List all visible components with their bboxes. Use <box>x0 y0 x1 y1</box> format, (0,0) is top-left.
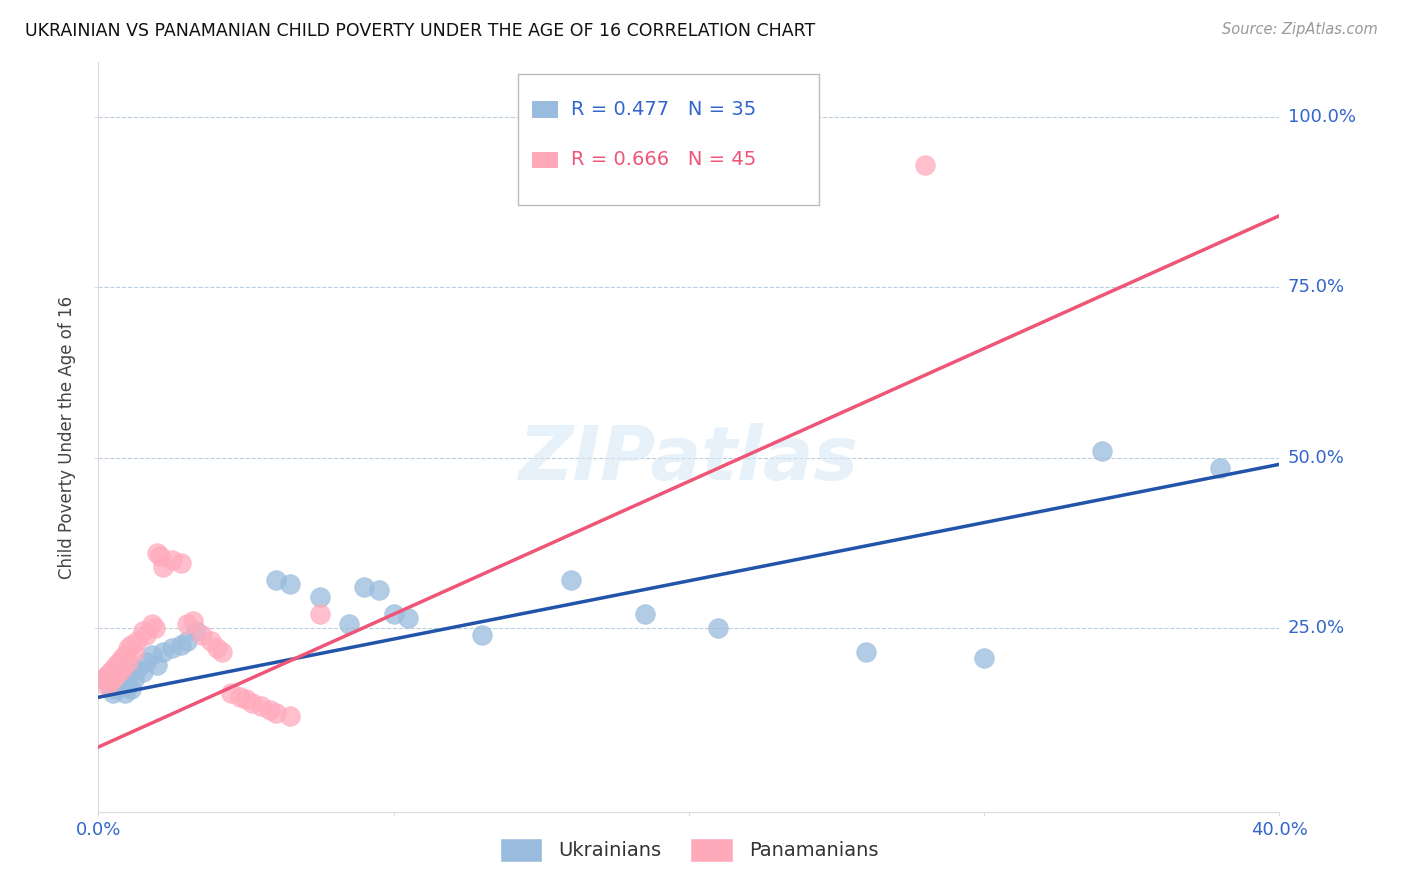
Point <box>141 617 163 632</box>
Point <box>855 645 877 659</box>
Point <box>105 682 128 697</box>
Point <box>132 665 155 679</box>
Point <box>280 576 302 591</box>
Point <box>120 638 142 652</box>
Point <box>117 679 139 693</box>
Point <box>162 641 183 656</box>
Point <box>108 655 131 669</box>
Point <box>280 709 302 723</box>
Point <box>111 662 134 676</box>
Point <box>229 690 252 705</box>
Point <box>221 685 243 699</box>
Point <box>191 627 214 641</box>
Point <box>634 607 657 622</box>
Point <box>176 617 198 632</box>
Point <box>205 641 228 656</box>
Point <box>1091 443 1114 458</box>
Point <box>152 559 174 574</box>
Text: 50.0%: 50.0% <box>1288 449 1344 467</box>
Point <box>914 158 936 172</box>
Point <box>309 590 332 604</box>
Point <box>176 634 198 648</box>
Point <box>152 645 174 659</box>
Point <box>114 648 136 662</box>
Point <box>98 679 121 693</box>
Point <box>146 658 169 673</box>
Text: Source: ZipAtlas.com: Source: ZipAtlas.com <box>1222 22 1378 37</box>
Text: R = 0.666   N = 45: R = 0.666 N = 45 <box>571 151 756 169</box>
Y-axis label: Child Poverty Under the Age of 16: Child Poverty Under the Age of 16 <box>58 295 76 579</box>
Text: 100.0%: 100.0% <box>1288 108 1355 126</box>
Point <box>125 662 148 676</box>
Text: UKRAINIAN VS PANAMANIAN CHILD POVERTY UNDER THE AGE OF 16 CORRELATION CHART: UKRAINIAN VS PANAMANIAN CHILD POVERTY UN… <box>25 22 815 40</box>
Point <box>211 645 233 659</box>
Point <box>98 675 121 690</box>
Point <box>200 634 222 648</box>
Point <box>105 658 128 673</box>
Point <box>353 580 375 594</box>
Point <box>235 692 257 706</box>
Point <box>122 645 145 659</box>
Point <box>170 638 193 652</box>
Point <box>149 549 172 564</box>
Point <box>181 614 204 628</box>
Point <box>560 573 582 587</box>
Point <box>103 672 125 686</box>
Point <box>143 621 166 635</box>
Point <box>96 668 118 682</box>
Point <box>117 641 139 656</box>
Text: 25.0%: 25.0% <box>1288 619 1346 637</box>
Point <box>111 675 134 690</box>
Point <box>111 651 134 665</box>
Point <box>973 651 995 665</box>
Point <box>93 672 115 686</box>
Point <box>125 634 148 648</box>
FancyBboxPatch shape <box>517 74 818 205</box>
Point <box>368 583 391 598</box>
Point <box>135 627 157 641</box>
Point <box>264 706 287 720</box>
Point <box>98 665 121 679</box>
Point <box>707 621 730 635</box>
FancyBboxPatch shape <box>531 102 558 118</box>
Point <box>117 655 139 669</box>
Point <box>114 685 136 699</box>
FancyBboxPatch shape <box>531 152 558 168</box>
Point <box>471 627 494 641</box>
Point <box>250 699 273 714</box>
Point <box>132 624 155 639</box>
Point <box>170 556 193 570</box>
Point <box>103 685 125 699</box>
Point <box>382 607 405 622</box>
Point <box>162 552 183 566</box>
Point <box>96 679 118 693</box>
Point <box>93 672 115 686</box>
Text: 75.0%: 75.0% <box>1288 278 1346 296</box>
Point <box>120 682 142 697</box>
Point <box>1209 460 1232 475</box>
Point <box>108 665 131 679</box>
Point <box>309 607 332 622</box>
Point <box>146 546 169 560</box>
Point <box>240 696 263 710</box>
Legend: Ukrainians, Panamanians: Ukrainians, Panamanians <box>492 830 886 870</box>
Point <box>141 648 163 662</box>
Point <box>339 617 361 632</box>
Point <box>122 672 145 686</box>
Point <box>103 662 125 676</box>
Text: R = 0.477   N = 35: R = 0.477 N = 35 <box>571 100 756 120</box>
Point <box>135 655 157 669</box>
Point <box>259 702 281 716</box>
Text: ZIPatlas: ZIPatlas <box>519 423 859 496</box>
Point <box>184 624 207 639</box>
Point <box>105 668 128 682</box>
Point <box>398 610 420 624</box>
Point <box>264 573 287 587</box>
